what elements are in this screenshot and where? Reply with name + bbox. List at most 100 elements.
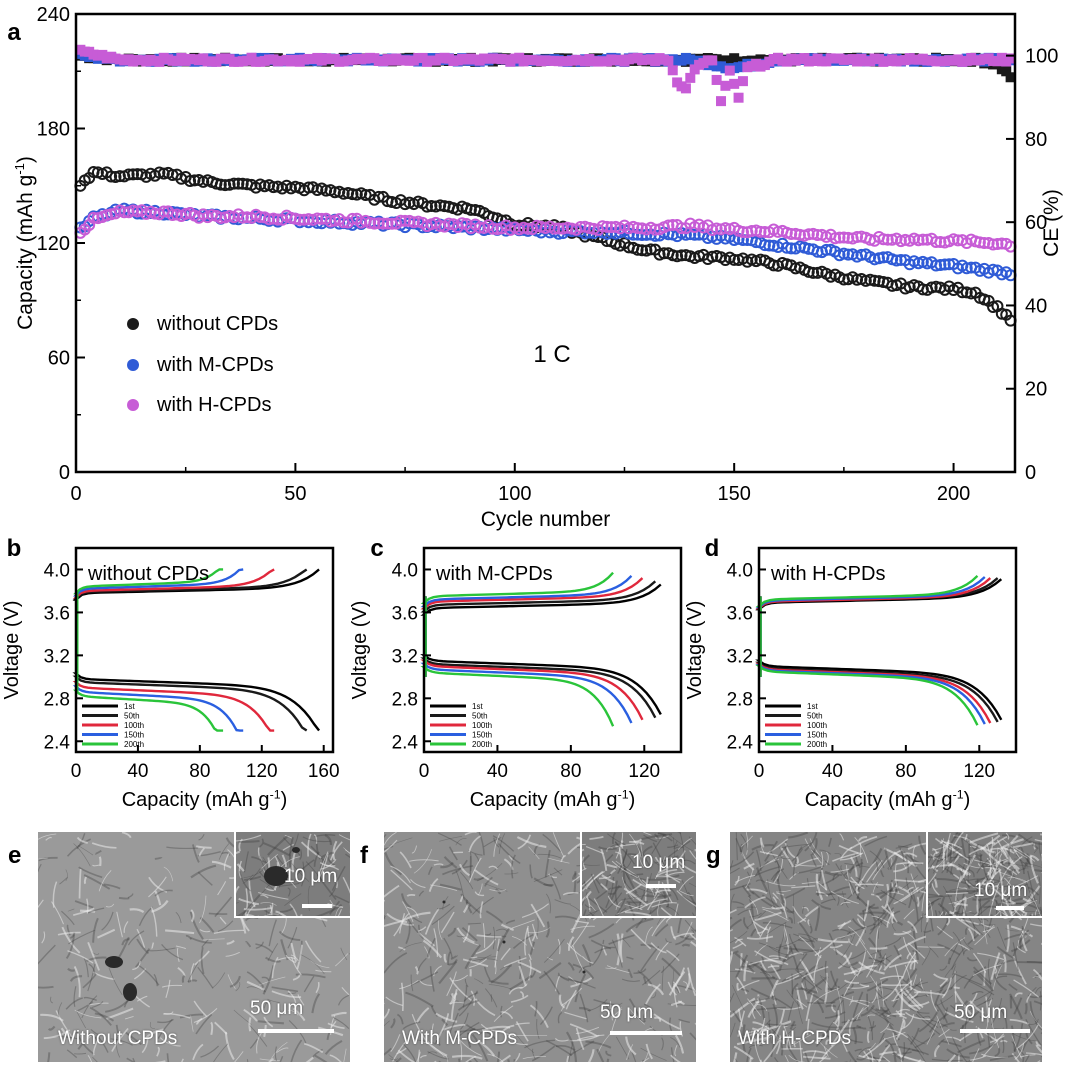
- sem-texture-stroke: [606, 847, 613, 852]
- sem-texture-stroke: [1035, 1040, 1042, 1048]
- sem-texture-stroke: [307, 833, 312, 857]
- sem-texture-stroke: [198, 834, 205, 841]
- sem-texture-stroke: [866, 1042, 876, 1051]
- sem-texture-stroke: [470, 956, 478, 959]
- sem-texture-stroke: [764, 969, 780, 974]
- sem-texture-stroke: [399, 851, 412, 869]
- sem-texture-stroke: [898, 1048, 903, 1062]
- sem-texture-stroke: [433, 965, 442, 977]
- sem-texture-stroke: [460, 1012, 469, 1030]
- capacity-marker-h_cpds: [710, 222, 723, 235]
- sem-texture-stroke: [967, 856, 974, 887]
- sem-texture-stroke: [755, 849, 762, 872]
- sem-texture-stroke: [741, 885, 752, 897]
- sem-texture-stroke: [517, 834, 532, 850]
- sem-texture-stroke: [300, 841, 322, 859]
- y-right-tick-label: 60: [1025, 212, 1047, 234]
- sem-texture-stroke: [847, 923, 877, 935]
- sem-texture-stroke: [165, 979, 171, 998]
- sem-texture-stroke: [47, 1025, 56, 1031]
- capacity-marker-without: [425, 200, 438, 213]
- sem-texture-stroke: [197, 966, 214, 989]
- sem-texture-stroke: [955, 875, 962, 901]
- sem-texture-stroke: [681, 943, 691, 947]
- sem-texture-stroke: [754, 911, 782, 922]
- sem-texture-stroke: [840, 865, 844, 873]
- capacity-marker-m_cpds: [934, 258, 947, 271]
- sem-texture-stroke: [844, 862, 871, 868]
- sem-texture-stroke: [73, 986, 77, 1007]
- sem-texture-stroke: [640, 1047, 667, 1061]
- sem-texture-stroke: [533, 877, 553, 888]
- sem-texture-stroke: [755, 860, 769, 876]
- sem-texture-stroke: [681, 895, 696, 905]
- sem-texture-stroke: [516, 836, 547, 849]
- sem-texture-stroke: [1003, 883, 1028, 903]
- sem-texture-stroke: [821, 874, 840, 886]
- sem-texture-stroke: [513, 1059, 516, 1062]
- sem-texture-stroke: [871, 987, 878, 1004]
- sem-texture-stroke: [493, 837, 500, 848]
- sem-texture-stroke: [1038, 876, 1041, 905]
- sem-texture-stroke: [625, 917, 654, 933]
- sem-texture-stroke: [1008, 899, 1017, 905]
- sem-texture-stroke: [909, 1007, 930, 1014]
- sem-texture-stroke: [963, 948, 971, 955]
- sem-texture-stroke: [951, 1036, 968, 1062]
- inset-scale-bar: [646, 884, 676, 888]
- sem-texture-stroke: [666, 905, 679, 916]
- sem-texture-stroke: [642, 873, 652, 893]
- sem-texture-stroke: [950, 974, 967, 991]
- main-scale-label: 50 μm: [954, 1002, 1008, 1023]
- sem-texture-stroke: [687, 891, 696, 913]
- capacity-marker-h_cpds: [662, 219, 675, 232]
- sem-texture-stroke: [730, 966, 755, 972]
- sem-texture-stroke: [928, 872, 937, 885]
- sem-texture-stroke: [69, 975, 83, 982]
- sem-texture-stroke: [259, 879, 276, 892]
- sem-texture-stroke: [888, 858, 893, 869]
- y-tick-label: 3.6: [392, 603, 418, 624]
- discharge-curve-1st: [755, 596, 1003, 721]
- sem-texture-stroke: [313, 833, 318, 844]
- sem-texture-stroke: [627, 895, 638, 906]
- sem-texture-stroke: [462, 937, 479, 946]
- sem-texture-stroke: [952, 874, 960, 880]
- sem-texture-stroke: [918, 1009, 940, 1033]
- sem-texture-stroke: [89, 1006, 112, 1026]
- sem-texture-stroke: [593, 999, 617, 1006]
- sem-texture-stroke: [305, 1056, 314, 1062]
- sem-texture-stroke: [747, 998, 762, 1017]
- sem-texture-stroke: [882, 976, 903, 1002]
- sem-texture-stroke: [921, 948, 931, 966]
- sem-texture-stroke: [564, 1011, 587, 1020]
- sem-texture-stroke: [348, 953, 350, 955]
- sem-texture-stroke: [340, 947, 348, 961]
- sem-texture-stroke: [842, 891, 849, 908]
- sem-texture-stroke: [248, 1017, 252, 1032]
- ce-marker-h_cpds: [724, 65, 735, 76]
- sem-texture-stroke: [740, 961, 760, 968]
- capacity-marker-h_cpds: [991, 238, 1004, 251]
- sem-texture-stroke: [792, 846, 803, 877]
- sem-texture-stroke: [78, 869, 82, 899]
- sem-texture-stroke: [66, 1049, 78, 1059]
- sem-texture-stroke: [816, 1027, 831, 1047]
- sem-texture-stroke: [942, 1007, 949, 1020]
- sem-texture-stroke: [947, 912, 966, 916]
- sem-texture-stroke: [841, 1018, 861, 1024]
- ce-marker-h_cpds: [720, 80, 731, 91]
- sem-texture-stroke: [852, 991, 864, 1019]
- sem-texture-stroke: [866, 860, 883, 883]
- sem-texture-stroke: [611, 860, 638, 879]
- sem-texture-stroke: [522, 1056, 546, 1060]
- sem-texture-stroke: [531, 1045, 556, 1062]
- sem-texture-stroke: [185, 934, 193, 940]
- sem-texture-stroke: [777, 968, 805, 971]
- sem-texture-stroke: [256, 1032, 262, 1054]
- sem-texture-stroke: [657, 832, 667, 836]
- capacity-marker-without: [188, 174, 201, 187]
- sem-texture-stroke: [832, 1021, 841, 1034]
- sem-texture-stroke: [620, 893, 650, 901]
- sem-texture-stroke: [414, 966, 419, 975]
